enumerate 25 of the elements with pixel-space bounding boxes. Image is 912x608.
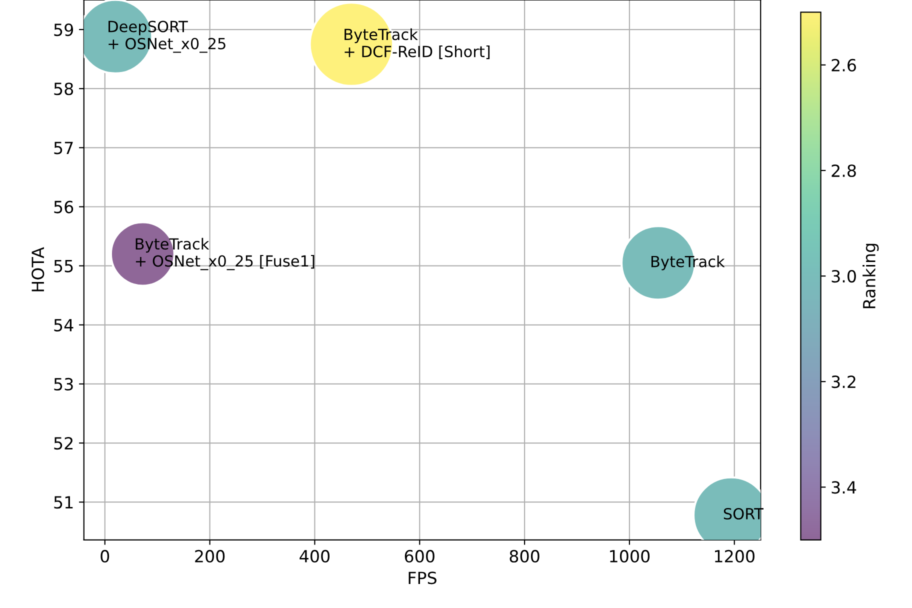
x-axis-title: FPS <box>408 572 436 584</box>
y-tick-label: 52 <box>54 436 73 450</box>
x-tick-label: 800 <box>510 550 540 563</box>
color-bar-label: 2.6 <box>832 58 856 72</box>
y-tick-label: 54 <box>54 319 74 332</box>
y-tick-label: 53 <box>54 378 73 391</box>
y-tick-label: 59 <box>54 23 74 36</box>
color-bar-label: 3.0 <box>832 270 856 283</box>
annotation: ByteTrack + DCF-ReID [Short] <box>344 28 490 60</box>
x-tick-label: 600 <box>404 550 434 563</box>
y-axis-title: HOTA <box>32 247 44 292</box>
x-tick-label: 1000 <box>610 550 650 563</box>
x-tick-label: 400 <box>300 550 330 563</box>
y-tick-label: 57 <box>54 142 73 154</box>
color-bar-label: 3.2 <box>832 376 856 388</box>
x-tick-label: 200 <box>195 550 225 563</box>
color-bar-label: 2.8 <box>832 164 856 178</box>
y-tick-label: 55 <box>54 260 73 272</box>
color-bar-label: 3.4 <box>832 481 856 494</box>
y-tick-label: 56 <box>54 200 74 214</box>
y-tick-label: 58 <box>54 82 74 96</box>
x-tick-label: 1200 <box>715 550 754 563</box>
color-bar-title: Ranking <box>862 244 879 308</box>
x-tick-label: 0 <box>100 550 110 563</box>
y-tick-label: 51 <box>54 496 73 509</box>
